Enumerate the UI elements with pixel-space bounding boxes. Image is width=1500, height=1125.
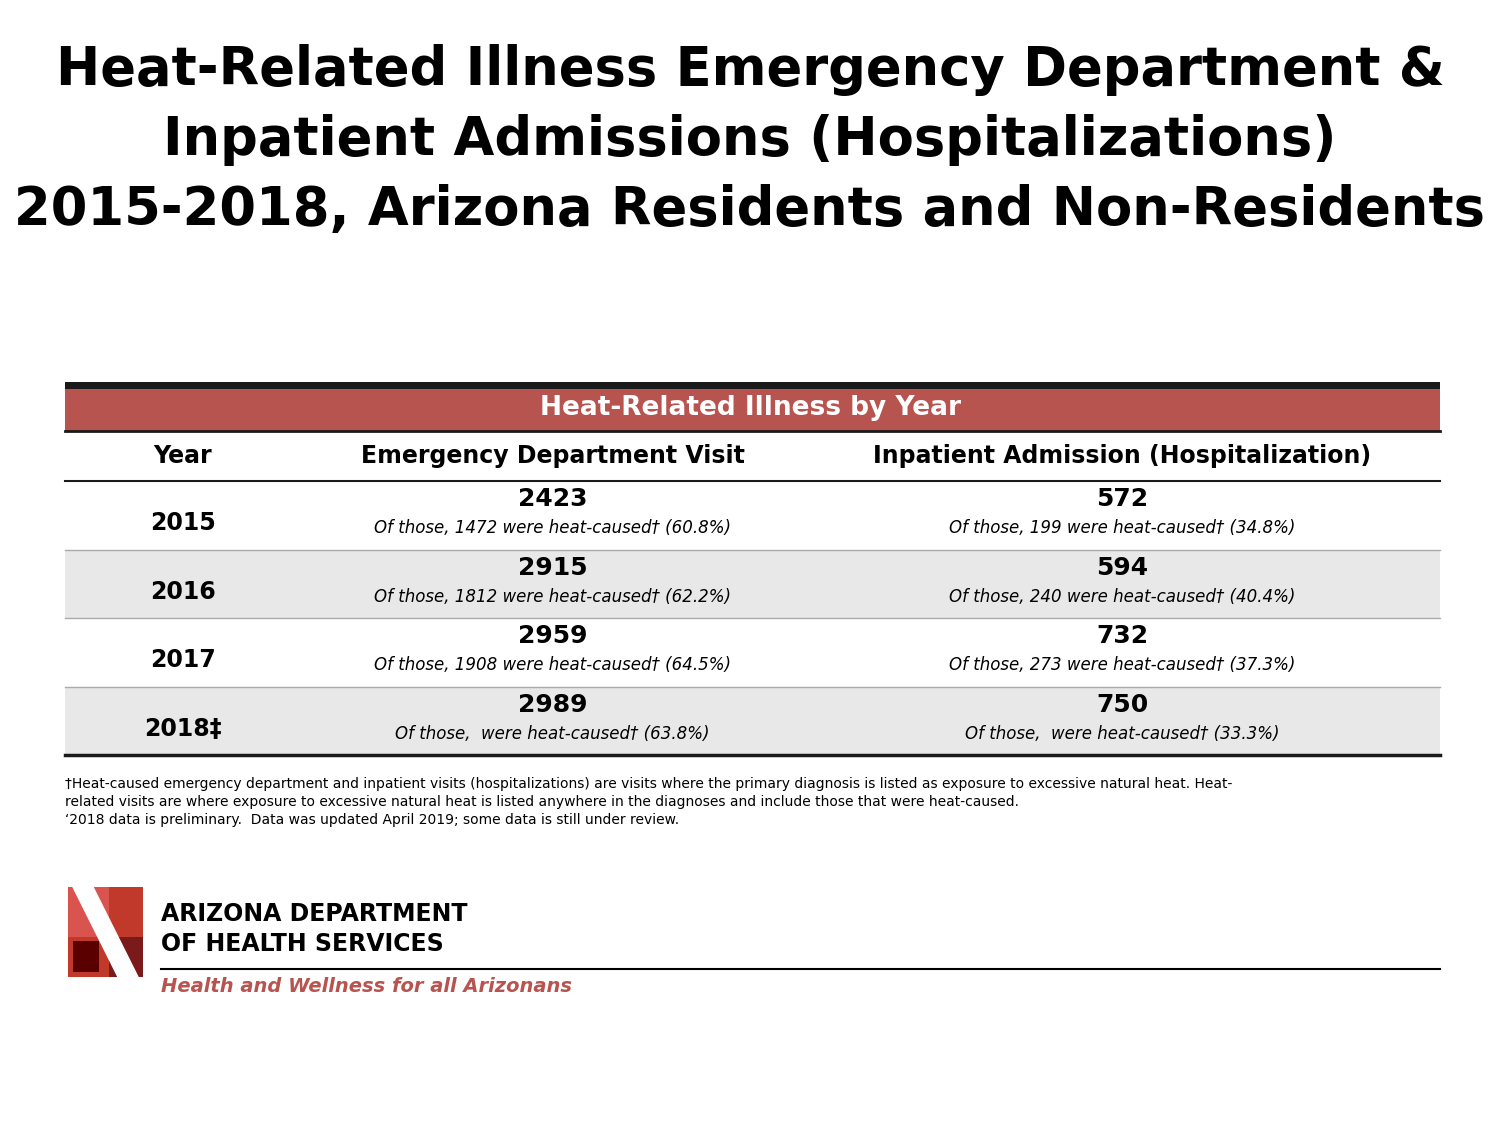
- Text: 572: 572: [1096, 487, 1149, 511]
- Text: 2959: 2959: [518, 624, 588, 648]
- Text: ‘2018 data is preliminary.  Data was updated April 2019; some data is still unde: ‘2018 data is preliminary. Data was upda…: [64, 813, 680, 827]
- Text: Inpatient Admissions (Hospitalizations): Inpatient Admissions (Hospitalizations): [164, 114, 1336, 166]
- Text: related visits are where exposure to excessive natural heat is listed anywhere i: related visits are where exposure to exc…: [64, 795, 1018, 809]
- Text: Of those, 240 were heat-caused† (40.4%): Of those, 240 were heat-caused† (40.4%): [950, 587, 1296, 605]
- Text: 2016: 2016: [150, 579, 216, 604]
- Bar: [110, 936, 142, 976]
- Text: Inpatient Admission (Hospitalization): Inpatient Admission (Hospitalization): [873, 444, 1371, 468]
- Text: Of those, 199 were heat-caused† (34.8%): Of those, 199 were heat-caused† (34.8%): [950, 520, 1296, 538]
- Text: Of those, 1908 were heat-caused† (64.5%): Of those, 1908 were heat-caused† (64.5%): [374, 656, 730, 674]
- Text: Emergency Department Visit: Emergency Department Visit: [360, 444, 744, 468]
- Text: Heat-Related Illness by Year: Heat-Related Illness by Year: [540, 395, 960, 421]
- Polygon shape: [74, 886, 138, 976]
- Text: Of those,  were heat-caused† (33.3%): Of those, were heat-caused† (33.3%): [966, 724, 1280, 742]
- Bar: [64, 382, 1440, 389]
- Text: Of those, 273 were heat-caused† (37.3%): Of those, 273 were heat-caused† (37.3%): [950, 656, 1296, 674]
- Text: 2018‡: 2018‡: [144, 717, 222, 740]
- Text: Year: Year: [153, 444, 212, 468]
- Bar: [64, 431, 1440, 482]
- Text: Of those, 1812 were heat-caused† (62.2%): Of those, 1812 were heat-caused† (62.2%): [374, 587, 730, 605]
- Bar: [64, 686, 1440, 755]
- Text: 2915: 2915: [518, 556, 588, 579]
- Text: 2989: 2989: [518, 693, 588, 717]
- Bar: [64, 618, 1440, 686]
- Bar: [68, 886, 110, 936]
- Text: 2015: 2015: [150, 511, 216, 536]
- Text: 2015-2018, Arizona Residents and Non-Residents: 2015-2018, Arizona Residents and Non-Res…: [15, 184, 1485, 236]
- Text: Of those, 1472 were heat-caused† (60.8%): Of those, 1472 were heat-caused† (60.8%): [374, 520, 730, 538]
- Text: 2423: 2423: [518, 487, 588, 511]
- Text: 594: 594: [1096, 556, 1149, 579]
- Text: †Heat-caused emergency department and inpatient visits (hospitalizations) are vi: †Heat-caused emergency department and in…: [64, 777, 1233, 791]
- Text: ARIZONA DEPARTMENT: ARIZONA DEPARTMENT: [160, 902, 468, 926]
- Text: 2017: 2017: [150, 648, 216, 673]
- Text: 732: 732: [1096, 624, 1149, 648]
- Text: 750: 750: [1096, 693, 1149, 717]
- Text: Health and Wellness for all Arizonans: Health and Wellness for all Arizonans: [160, 976, 572, 996]
- Bar: [64, 385, 1440, 431]
- Bar: [64, 549, 1440, 618]
- Bar: [68, 886, 142, 976]
- Text: Heat-Related Illness Emergency Department &: Heat-Related Illness Emergency Departmen…: [56, 44, 1444, 96]
- Bar: [64, 482, 1440, 549]
- Text: Of those,  were heat-caused† (63.8%): Of those, were heat-caused† (63.8%): [396, 724, 710, 742]
- Bar: [74, 940, 99, 972]
- Text: OF HEALTH SERVICES: OF HEALTH SERVICES: [160, 932, 444, 956]
